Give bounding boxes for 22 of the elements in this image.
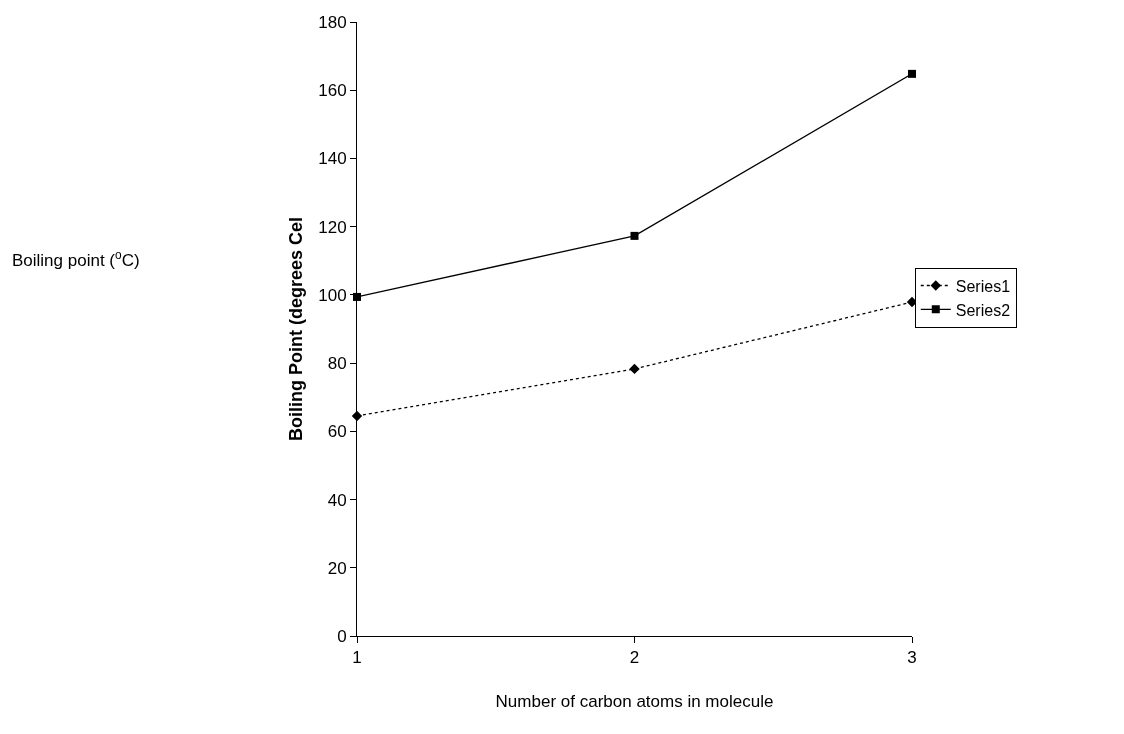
x-tick-label: 3: [907, 648, 917, 668]
point: [351, 410, 363, 422]
y-tick-label: 20: [327, 558, 347, 578]
y-tick-label: 80: [327, 354, 347, 374]
legend-label: Series1: [955, 277, 1011, 295]
y-tick-label: 180: [318, 12, 347, 32]
x-axis-title: Number of carbon atoms in molecule: [495, 691, 774, 711]
point: [908, 69, 916, 78]
y-tick-label: 160: [318, 81, 347, 101]
y-tick-label: 100: [318, 285, 347, 305]
y-axis-title: Boiling Point (degrees Cel: [286, 216, 307, 442]
y-tick-label: 0: [337, 626, 347, 646]
y-tick-label: 120: [318, 217, 347, 237]
text: Boiling point ($^{o}$C): [12, 248, 140, 271]
point: [630, 231, 639, 240]
point: [629, 363, 640, 375]
legend-label: Series2: [955, 301, 1011, 319]
y-tick-label: 40: [327, 490, 347, 510]
x-tick-label: 2: [629, 648, 640, 668]
y-tick-label: 60: [327, 422, 347, 442]
y-tick-label: 140: [318, 149, 347, 169]
x-tick-label: 1: [352, 648, 362, 668]
